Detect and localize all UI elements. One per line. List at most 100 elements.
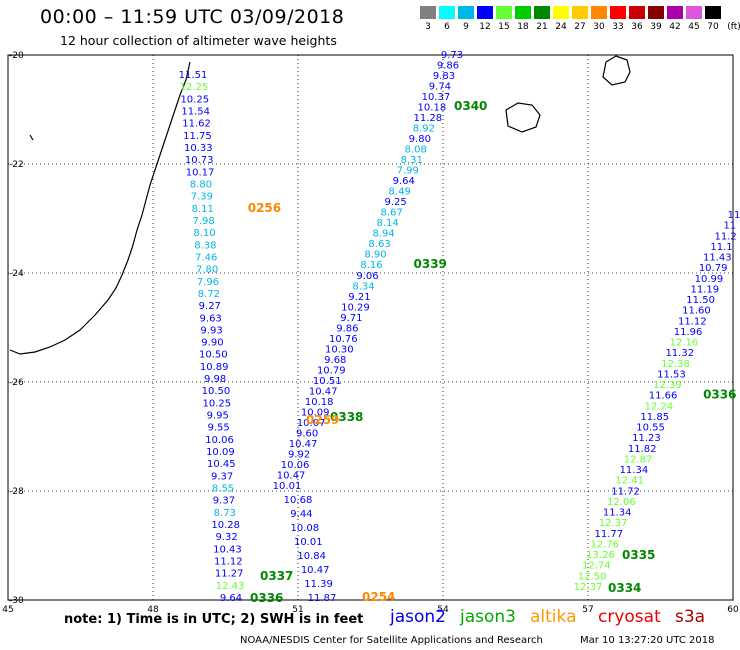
wave-height-value: 12.38 [661, 359, 690, 370]
wave-height-value: 8.80 [190, 179, 212, 190]
wave-height-value: 11.1 [710, 242, 732, 253]
scale-swatch [534, 6, 550, 19]
wave-height-value: 10.07 [297, 418, 326, 429]
wave-height-value: 12.87 [624, 454, 653, 465]
wave-height-value: 9.93 [200, 325, 222, 336]
lat-lon-grid [7, 54, 734, 601]
wave-height-value: 10.08 [291, 523, 320, 534]
scale-unit-label: (ft) [727, 22, 740, 32]
wave-height-value: 12.39 [653, 380, 682, 391]
lon-tick-label: 45 [2, 605, 13, 615]
wave-height-value: 10.47 [309, 386, 338, 397]
wave-height-value: 8.08 [405, 145, 427, 156]
pass-time-label: 0336 [250, 591, 283, 605]
wave-height-value: 11.85 [640, 412, 669, 423]
lat-tick-label: -28 [9, 487, 24, 497]
wave-height-value: 11.32 [665, 348, 694, 359]
wave-height-value: 9.21 [348, 292, 370, 303]
wave-height-value: 7.99 [397, 166, 419, 177]
wave-height-value: 9.86 [437, 61, 459, 72]
wave-height-value: 7.80 [196, 265, 218, 276]
wave-height-value: 8.38 [194, 240, 216, 251]
scale-label: 45 [688, 22, 700, 32]
wave-height-value: 9.98 [204, 374, 226, 385]
wave-height-value: 10.33 [184, 143, 213, 154]
wave-height-value: 12.37 [599, 518, 628, 529]
wave-height-value: 9.60 [296, 428, 318, 439]
wave-height-value: 11 [728, 210, 740, 221]
lat-tick-label: -22 [9, 160, 24, 170]
wave-height-value: 9.37 [211, 471, 233, 482]
generation-timestamp: Mar 10 13:27:20 UTC 2018 [580, 635, 715, 646]
pass-time-label: 0337 [260, 569, 293, 583]
wave-height-value: 10.89 [200, 362, 229, 373]
scale-label: 18 [517, 22, 529, 32]
wave-height-value: 9.63 [200, 313, 222, 324]
scale-swatch [439, 6, 455, 19]
wave-height-value: 8.14 [376, 218, 398, 229]
scale-swatch [705, 6, 721, 19]
wave-height-value: 11.28 [414, 113, 443, 124]
wave-height-value: 10.50 [202, 386, 231, 397]
wave-height-value: 9.86 [336, 323, 358, 334]
scale-label: 30 [593, 22, 605, 32]
wave-height-value: 11.2 [715, 231, 737, 242]
wave-height-value: 8.90 [364, 250, 386, 261]
wave-height-value: 11.43 [703, 253, 732, 264]
wave-height-value: 11.27 [215, 569, 244, 580]
wave-height-value: 11.96 [674, 327, 703, 338]
wave-height-value: 8.11 [192, 204, 214, 215]
wave-height-value: 11.39 [304, 579, 333, 590]
wave-height-value: 10.43 [213, 544, 242, 555]
scale-swatch [686, 6, 702, 19]
wave-height-value: 11.54 [181, 106, 210, 117]
pass-time-label: 0339 [414, 257, 447, 271]
wave-height-value: 10.99 [695, 274, 724, 285]
wave-height-value: 9.83 [433, 71, 455, 82]
lon-tick-label: 57 [582, 605, 593, 615]
wave-height-value: 11.51 [179, 70, 208, 81]
wave-height-value: 10.47 [289, 439, 318, 450]
wave-height-value: 10.73 [185, 155, 214, 166]
lat-tick-label: -24 [9, 269, 24, 279]
wave-height-value: 12.74 [582, 561, 611, 572]
satellite-cryosat-label: cryosat [598, 607, 661, 627]
wave-height-value: 10.01 [273, 481, 302, 492]
reunion-island [505, 102, 541, 133]
wave-height-value: 11.72 [611, 486, 640, 497]
wave-height-value: 9.55 [207, 423, 229, 434]
pass-time-label: 0254 [362, 590, 395, 604]
wave-height-value: 7.96 [197, 277, 219, 288]
wave-height-value: 10.79 [699, 263, 728, 274]
wave-height-value: 9.64 [393, 176, 415, 187]
wave-height-value: 11.53 [657, 369, 686, 380]
wave-height-value: 11.34 [603, 508, 632, 519]
axis-labels: 45 48 51 54 57 60 -20 -22 -24 -26 -28 -30 [2, 51, 739, 615]
land-features [9, 55, 631, 355]
wave-height-value: 7.46 [195, 252, 217, 263]
wave-height-value: 11.50 [686, 295, 715, 306]
scale-swatch [572, 6, 588, 19]
wave-height-value: 10.84 [297, 551, 326, 562]
wave-height-value: 10.47 [277, 470, 306, 481]
scale-label: 9 [463, 22, 469, 32]
wave-height-value: 9.92 [288, 449, 310, 460]
wave-height-value: 8.34 [352, 281, 374, 292]
scale-swatch [420, 6, 436, 19]
scale-label: 42 [669, 22, 681, 32]
pass-time-label: 0334 [608, 581, 641, 595]
wave-height-value: 9.06 [356, 271, 378, 282]
wave-height-value: 8.10 [193, 228, 215, 239]
credit-text: NOAA/NESDIS Center for Satellite Applica… [240, 635, 543, 646]
wave-height-value: 8.72 [198, 289, 220, 300]
wave-height-value: 12.25 [180, 82, 209, 93]
pass-time-label: 0256 [248, 201, 281, 215]
wave-height-value: 10.17 [186, 167, 215, 178]
wave-height-value: 10.79 [317, 365, 346, 376]
wave-height-value: 12.43 [216, 581, 245, 592]
wave-height-value: 11.82 [628, 444, 657, 455]
wave-height-value: 9.27 [199, 301, 221, 312]
lon-tick-label: 48 [147, 605, 159, 615]
lon-tick-label: 51 [292, 605, 303, 615]
madagascar-coastline [9, 61, 191, 355]
